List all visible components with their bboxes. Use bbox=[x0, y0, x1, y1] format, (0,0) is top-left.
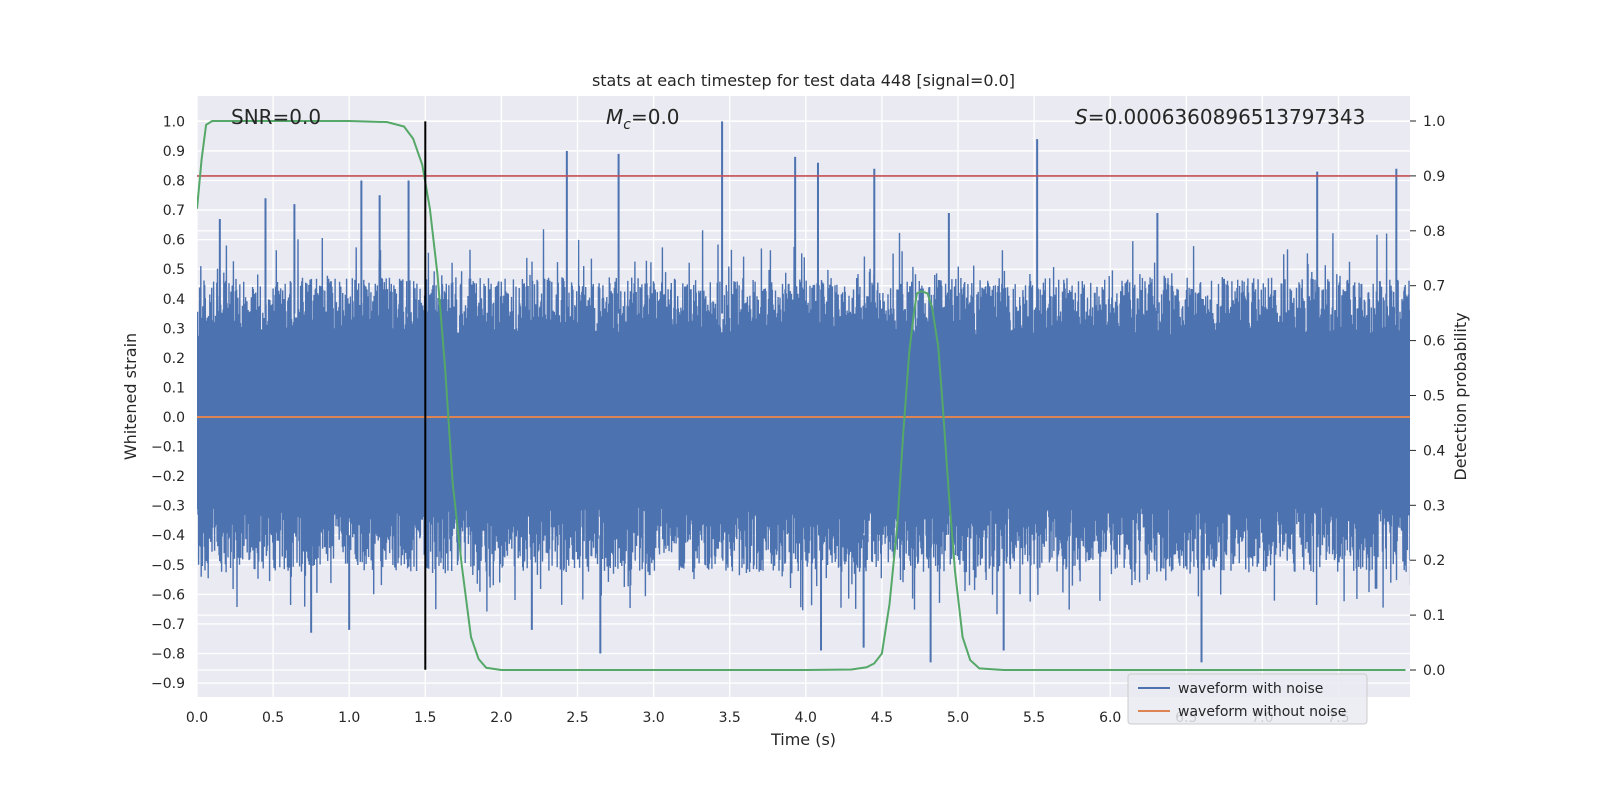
y2-tick-label: 0.5 bbox=[1423, 389, 1445, 405]
y2-tick-label: 1.0 bbox=[1423, 114, 1445, 130]
mc-value: =0.0 bbox=[631, 105, 680, 129]
legend-label-waveform-with-noise: waveform with noise bbox=[1178, 681, 1323, 697]
y-tick-label: −0.4 bbox=[151, 528, 185, 544]
y-tick-label: 0.4 bbox=[163, 292, 185, 308]
y-tick-label: −0.5 bbox=[151, 558, 185, 574]
x-tick-label: 6.0 bbox=[1099, 710, 1121, 726]
legend-label-waveform-without-noise: waveform without noise bbox=[1178, 704, 1346, 720]
mc-subscript: c bbox=[623, 117, 631, 133]
y2-tick-label: 0.2 bbox=[1423, 553, 1445, 569]
y-tick-label: 0.0 bbox=[163, 410, 185, 426]
waveform-with-noise-line bbox=[197, 229, 1410, 615]
s-symbol: S bbox=[1075, 105, 1088, 129]
statistic-annotation: S=0.0006360896513797343 bbox=[1075, 105, 1365, 129]
y-tick-label: 0.2 bbox=[163, 351, 185, 367]
y-tick-label: 0.5 bbox=[163, 262, 185, 278]
x-tick-label: 2.0 bbox=[490, 710, 512, 726]
detection-probability-line bbox=[197, 120, 1406, 671]
x-tick-label: 5.5 bbox=[1023, 710, 1045, 726]
y-tick-label: 0.6 bbox=[163, 233, 185, 249]
x-tick-label: 2.5 bbox=[566, 710, 588, 726]
s-value: =0.0006360896513797343 bbox=[1088, 105, 1366, 129]
y2-tick-label: 0.6 bbox=[1423, 334, 1445, 350]
x-tick-label: 4.5 bbox=[871, 710, 893, 726]
x-axis: 0.00.51.01.52.02.53.03.54.04.55.05.56.06… bbox=[186, 710, 1350, 726]
y-tick-label: −0.8 bbox=[151, 646, 185, 662]
y-tick-label: −0.1 bbox=[151, 440, 185, 456]
y-axis-label: Whitened strain bbox=[121, 333, 140, 460]
y-tick-label: 0.7 bbox=[163, 203, 185, 219]
chart-marks bbox=[197, 120, 1410, 671]
y-tick-label: −0.9 bbox=[151, 676, 185, 692]
y-tick-label: 0.9 bbox=[163, 144, 185, 160]
y2-tick-label: 0.4 bbox=[1423, 443, 1445, 459]
snr-annotation: SNR=0.0 bbox=[231, 105, 321, 129]
y-tick-label: −0.3 bbox=[151, 499, 185, 515]
x-tick-label: 0.0 bbox=[186, 710, 208, 726]
y-tick-label: 0.3 bbox=[163, 321, 185, 337]
x-tick-label: 3.0 bbox=[642, 710, 664, 726]
y-tick-label: −0.6 bbox=[151, 587, 185, 603]
chirp-mass-annotation: Mc=0.0 bbox=[606, 105, 680, 133]
y-tick-label: 1.0 bbox=[163, 114, 185, 130]
x-axis-label: Time (s) bbox=[770, 730, 836, 749]
y-axis-left: 1.0 0.9 0.8 0.7 0.6 0.5 0.4 0.3 0.2 0.1 0.0 −0.1 −0.… bbox=[151, 114, 185, 692]
y2-tick-label: 0.1 bbox=[1423, 608, 1445, 624]
y2-axis-label: Detection probability bbox=[1451, 312, 1470, 480]
y-tick-label: −0.7 bbox=[151, 617, 185, 633]
legend: waveform with noise waveform without noi… bbox=[1127, 673, 1368, 725]
x-tick-label: 4.0 bbox=[795, 710, 817, 726]
y2-tick-label: 0.3 bbox=[1423, 498, 1445, 514]
y-axis-right: 1.0 0.9 0.8 0.7 0.6 0.5 0.4 0.3 0.2 0.1 0.0 bbox=[1410, 114, 1445, 679]
x-tick-label: 1.0 bbox=[338, 710, 360, 726]
waveform-with-noise-series bbox=[197, 121, 1410, 663]
y-tick-label: 0.1 bbox=[163, 380, 185, 396]
x-tick-label: 3.5 bbox=[719, 710, 741, 726]
y2-tick-label: 0.0 bbox=[1423, 663, 1445, 679]
y2-tick-label: 0.9 bbox=[1423, 169, 1445, 185]
y-tick-label: 0.8 bbox=[163, 174, 185, 190]
y2-tick-label: 0.7 bbox=[1423, 279, 1445, 295]
legend-box bbox=[1127, 673, 1368, 725]
mc-symbol: M bbox=[606, 105, 623, 129]
x-tick-label: 0.5 bbox=[262, 710, 284, 726]
chart-title: stats at each timestep for test data 448… bbox=[592, 71, 1015, 90]
x-tick-label: 1.5 bbox=[414, 710, 436, 726]
x-tick-label: 5.0 bbox=[947, 710, 969, 726]
y-tick-label: −0.2 bbox=[151, 469, 185, 485]
y2-tick-label: 0.8 bbox=[1423, 224, 1445, 240]
